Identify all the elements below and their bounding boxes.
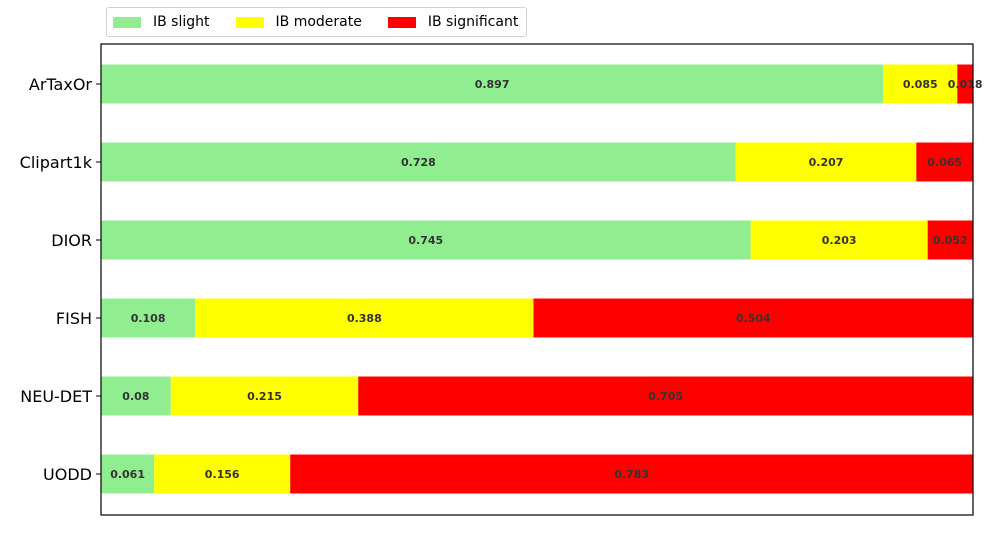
legend-swatch-ib-slight bbox=[113, 16, 141, 28]
legend-label-ib-moderate: IB moderate bbox=[275, 14, 362, 30]
bar-label-dior-ib-moderate: 0.203 bbox=[822, 234, 857, 247]
bar-uodd-ib-moderate bbox=[154, 454, 291, 494]
bar-label-artaxor-ib-moderate: 0.085 bbox=[903, 78, 938, 91]
bar-dior-ib-moderate bbox=[750, 220, 928, 260]
y-tick-label-neu-det: NEU-DET bbox=[20, 387, 92, 406]
legend-swatch-ib-moderate bbox=[235, 16, 264, 28]
bars-layer bbox=[101, 64, 973, 494]
y-axis: ArTaxOr Clipart1k DIOR FISH NEU-DET UODD bbox=[20, 75, 101, 484]
bar-label-uodd-ib-moderate: 0.156 bbox=[205, 468, 240, 481]
bar-clipart1k-ib-slight bbox=[101, 142, 736, 182]
y-tick-label-artaxor: ArTaxOr bbox=[29, 75, 93, 94]
bar-label-neu-det-ib-significant: 0.705 bbox=[648, 390, 683, 403]
bar-dior-ib-significant bbox=[927, 220, 973, 260]
bar-uodd-ib-significant bbox=[290, 454, 973, 494]
bar-uodd-ib-slight bbox=[101, 454, 155, 494]
bar-clipart1k-ib-significant bbox=[916, 142, 973, 182]
bar-label-neu-det-ib-slight: 0.08 bbox=[122, 390, 149, 403]
legend-label-ib-significant: IB significant bbox=[427, 14, 519, 30]
bar-labels-layer: 0.897 0.085 0.018 0.728 0.207 0.065 0.745 0.203… bbox=[110, 78, 982, 481]
bar-label-artaxor-ib-slight: 0.897 bbox=[475, 78, 510, 91]
legend: IB slight IB moderate IB significant bbox=[106, 7, 528, 37]
legend-item-ib-moderate: IB moderate bbox=[235, 14, 362, 30]
bar-label-neu-det-ib-moderate: 0.215 bbox=[247, 390, 282, 403]
bar-dior-ib-slight bbox=[101, 220, 751, 260]
bar-clipart1k-ib-moderate bbox=[735, 142, 917, 182]
bar-label-fish-ib-slight: 0.108 bbox=[131, 312, 166, 325]
legend-item-ib-significant: IB significant bbox=[387, 14, 519, 30]
bar-label-fish-ib-moderate: 0.388 bbox=[347, 312, 382, 325]
bar-neu-det-ib-significant bbox=[358, 376, 973, 416]
bar-artaxor-ib-significant bbox=[957, 64, 973, 104]
legend-label-ib-slight: IB slight bbox=[153, 14, 210, 30]
legend-swatch-ib-significant bbox=[387, 16, 416, 28]
bar-label-uodd-ib-significant: 0.783 bbox=[614, 468, 649, 481]
bar-label-clipart1k-ib-moderate: 0.207 bbox=[809, 156, 844, 169]
bar-fish-ib-moderate bbox=[195, 298, 534, 338]
plot-frame bbox=[100, 43, 974, 516]
bar-label-artaxor-ib-significant: 0.018 bbox=[948, 78, 983, 91]
bar-neu-det-ib-moderate bbox=[170, 376, 359, 416]
y-tick-label-dior: DIOR bbox=[51, 231, 92, 250]
bar-fish-ib-significant bbox=[533, 298, 973, 338]
bar-fish-ib-slight bbox=[101, 298, 196, 338]
y-tick-label-uodd: UODD bbox=[43, 465, 92, 484]
y-tick-label-clipart1k: Clipart1k bbox=[20, 153, 93, 172]
bar-label-clipart1k-ib-significant: 0.065 bbox=[927, 156, 962, 169]
bar-label-clipart1k-ib-slight: 0.728 bbox=[401, 156, 436, 169]
legend-item-ib-slight: IB slight bbox=[113, 14, 210, 30]
bar-artaxor-ib-slight bbox=[101, 64, 884, 104]
bar-label-fish-ib-significant: 0.504 bbox=[736, 312, 771, 325]
y-tick-label-fish: FISH bbox=[56, 309, 92, 328]
bar-label-dior-ib-slight: 0.745 bbox=[408, 234, 443, 247]
bar-label-dior-ib-significant: 0.052 bbox=[933, 234, 968, 247]
bar-label-uodd-ib-slight: 0.061 bbox=[110, 468, 145, 481]
bar-neu-det-ib-slight bbox=[101, 376, 171, 416]
bar-artaxor-ib-moderate bbox=[883, 64, 958, 104]
